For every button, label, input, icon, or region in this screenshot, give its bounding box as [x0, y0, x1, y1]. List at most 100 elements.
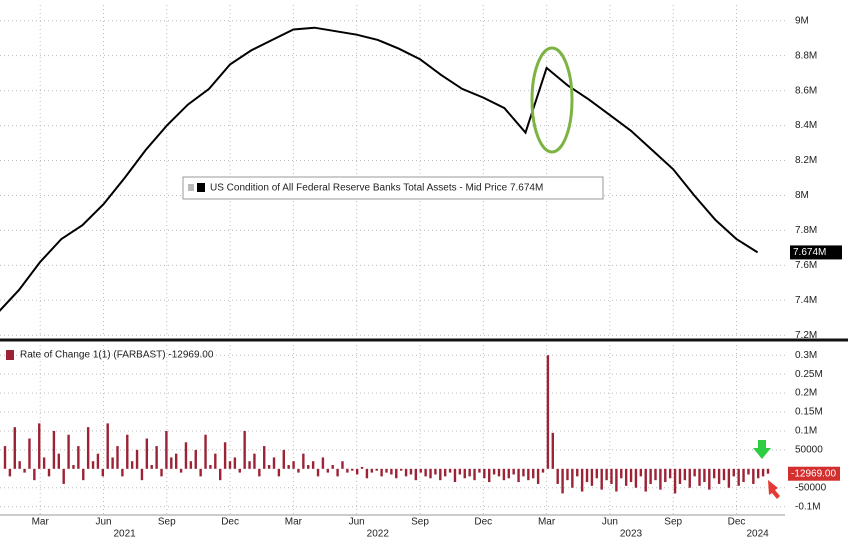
bar	[747, 468, 750, 475]
bar	[199, 468, 202, 477]
bar	[267, 465, 271, 469]
bar	[86, 427, 90, 469]
bar	[576, 468, 579, 477]
bar	[712, 468, 716, 479]
bar	[287, 465, 290, 469]
bar	[678, 468, 682, 484]
red-arrow	[768, 480, 780, 499]
y-tick-label: -0.1M	[795, 501, 821, 512]
bar	[248, 461, 251, 469]
y-tick-label: 50000	[795, 445, 823, 456]
y-tick-label: 7.2M	[795, 330, 817, 341]
bar	[443, 468, 447, 477]
bar	[370, 468, 374, 473]
bar	[522, 468, 525, 477]
bar	[209, 465, 212, 469]
y-tick-label: 0.15M	[795, 407, 823, 418]
year-label: 2023	[620, 529, 643, 540]
bar	[668, 468, 672, 479]
x-tick-label: Sep	[158, 517, 176, 528]
bar	[507, 468, 510, 479]
bar	[360, 466, 364, 469]
bar	[502, 468, 506, 481]
bar	[620, 468, 623, 479]
bar	[3, 446, 7, 469]
bar	[82, 468, 85, 481]
bar	[453, 468, 457, 483]
x-tick-label: Mar	[285, 517, 303, 528]
bar	[277, 468, 281, 477]
data-line	[0, 26, 759, 312]
bar	[732, 468, 735, 477]
y-tick-label: 7.4M	[795, 295, 817, 306]
bar	[693, 468, 696, 477]
year-label: 2021	[113, 529, 136, 540]
bar	[688, 468, 691, 488]
bar	[307, 465, 310, 469]
bar	[395, 468, 398, 479]
bar	[629, 468, 633, 483]
x-tick-label: Jun	[349, 517, 365, 528]
bar	[214, 453, 217, 469]
bar	[351, 468, 354, 471]
y-tick-label: 0.1M	[795, 426, 817, 437]
bar	[150, 465, 153, 469]
y-tick-label: 8.4M	[795, 120, 817, 131]
bar	[624, 468, 628, 486]
legend-swatch-grey	[188, 184, 194, 191]
bar	[91, 461, 95, 469]
last-value-tag	[790, 245, 842, 260]
bar	[253, 453, 256, 469]
bar	[766, 468, 770, 474]
bar	[233, 457, 237, 469]
bar	[72, 465, 75, 469]
bar	[536, 468, 540, 484]
bar	[28, 438, 31, 469]
bar	[722, 468, 726, 481]
bar	[355, 468, 359, 475]
bar	[375, 468, 378, 471]
bar	[57, 453, 61, 469]
bar	[47, 468, 51, 477]
bar	[532, 468, 535, 479]
y-tick-label: 8M	[795, 190, 809, 201]
bar	[174, 453, 178, 469]
bar	[546, 355, 550, 469]
year-label: 2022	[367, 529, 390, 540]
bar	[605, 468, 608, 481]
bar	[165, 430, 168, 469]
bar	[228, 461, 232, 469]
bar	[541, 468, 545, 473]
bar	[527, 468, 530, 481]
highlight-ellipse	[530, 46, 574, 154]
bar	[727, 468, 731, 488]
bar	[42, 457, 46, 469]
bar	[673, 468, 677, 494]
bar	[96, 453, 100, 469]
y-tick-label: 9M	[795, 15, 809, 26]
bar	[160, 468, 163, 477]
bar	[610, 468, 613, 484]
bar	[742, 468, 745, 483]
bar	[130, 461, 134, 469]
bar	[116, 446, 119, 469]
bar	[8, 468, 12, 477]
bar	[478, 468, 481, 473]
bar	[101, 468, 105, 477]
bar	[683, 468, 687, 481]
bar	[458, 468, 462, 475]
bar	[263, 446, 266, 469]
bar	[463, 468, 466, 479]
bar	[424, 468, 427, 477]
legend: US Condition of All Federal Reserve Bank…	[182, 176, 604, 200]
bar	[341, 461, 344, 469]
bar	[659, 468, 662, 490]
bar	[140, 468, 144, 481]
legend-label: Rate of Change 1(1) (FARBAST) -12969.00	[20, 350, 214, 361]
bar	[571, 468, 574, 488]
bar	[390, 468, 393, 475]
x-tick-label: Sep	[664, 517, 682, 528]
bar	[258, 468, 261, 477]
x-tick-label: Mar	[538, 517, 556, 528]
